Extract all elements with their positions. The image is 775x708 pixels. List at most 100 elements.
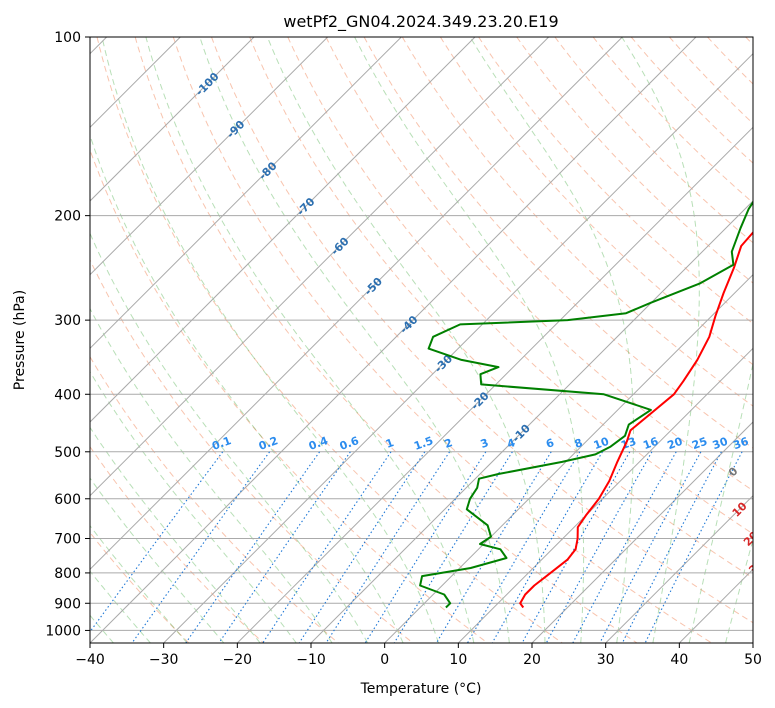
dry-adiabat-line	[90, 148, 488, 643]
plot-frame	[89, 36, 754, 644]
dry-adiabat-line	[90, 531, 190, 643]
mixing-ratio-line	[644, 451, 743, 643]
mixing-ratio-label: 0.6	[338, 434, 361, 453]
mixing-ratio-label: 3	[479, 436, 491, 451]
mixing-ratio-line	[621, 451, 722, 643]
mixing-ratio-label: 0.2	[257, 434, 280, 453]
sounding-profiles	[419, 200, 753, 609]
isotherm-line	[90, 37, 623, 571]
isotherm-line	[384, 273, 753, 643]
moist-adiabat-line	[145, 37, 475, 643]
y-tick-label: 500	[54, 445, 81, 461]
isotherm-line	[90, 37, 550, 497]
dry-adiabat-line	[554, 37, 753, 244]
dry-adiabat-line	[134, 37, 638, 643]
mixing-ratio-label: 0.4	[307, 434, 330, 453]
dry-adiabat-line	[287, 37, 753, 535]
moist-adiabat-line	[725, 538, 753, 643]
y-axis-title: Pressure (hPa)	[12, 290, 28, 390]
mixing-ratio-line	[90, 451, 224, 633]
x-tick-label: −10	[296, 652, 326, 668]
moist-adiabat-line	[90, 133, 404, 643]
moist-adiabat-line	[621, 37, 700, 643]
x-tick-label: −40	[75, 652, 105, 668]
y-tick-label: 400	[54, 387, 81, 403]
moist-adiabat-line	[90, 477, 225, 643]
isotherm-line	[310, 200, 753, 643]
dry-adiabat-line	[516, 37, 753, 284]
isotherm-line	[90, 37, 255, 202]
isotherm-line	[531, 421, 753, 643]
mixing-ratio-line	[521, 451, 631, 643]
mixing-ratio-line	[262, 451, 392, 643]
mixing-ratio-label: 1.5	[412, 434, 435, 453]
mixing-ratio-label: 1	[384, 436, 396, 451]
mixing-ratio-label: 4	[505, 436, 517, 451]
background-reference-lines	[90, 37, 753, 643]
mixing-ratio-line	[218, 451, 351, 643]
dry-adiabat-line	[90, 355, 339, 643]
isotherm-line	[605, 494, 753, 643]
isotherm-line	[163, 52, 753, 643]
moist-adiabat-line	[90, 370, 297, 643]
isotherm-line	[90, 37, 402, 350]
mixing-ratio-line	[298, 451, 426, 643]
moist-adiabat-label: 20	[741, 529, 761, 549]
moist-adiabat-line	[90, 232, 369, 643]
y-tick-label: 200	[54, 209, 81, 225]
temperature-profile-line	[519, 230, 753, 609]
mixing-ratio-label: 16	[641, 435, 660, 453]
y-axis: 100 200 300 400 500 600 700 800 900 1000	[45, 30, 90, 639]
y-tick-label: 900	[54, 596, 81, 612]
moist-adiabat-line	[90, 307, 333, 643]
moist-adiabat-line	[90, 570, 151, 643]
dry-adiabat-line	[439, 37, 753, 366]
x-tick-label: 10	[449, 652, 467, 668]
mixing-ratio-label: 6	[544, 436, 556, 451]
mixing-ratio-line	[545, 451, 653, 643]
mixing-ratio-label: 30	[711, 435, 730, 453]
x-axis-title: Temperature (°C)	[360, 681, 482, 697]
isotherm-line	[90, 37, 329, 276]
x-tick-label: 30	[597, 652, 615, 668]
chart-title: wetPf2_GN04.2024.349.23.20.E19	[283, 12, 558, 32]
x-tick-label: 40	[670, 652, 688, 668]
mixing-ratio-label: 0.1	[210, 434, 233, 453]
dry-adiabat-line	[211, 37, 753, 624]
y-tick-label: 600	[54, 492, 81, 508]
mixing-ratio-label: 25	[690, 435, 709, 452]
mixing-ratio-label: 36	[732, 435, 751, 453]
y-tick-label: 800	[54, 566, 81, 582]
moist-adiabat-line	[90, 426, 261, 643]
dry-adiabat-line	[401, 37, 753, 407]
mixing-ratio-line	[393, 451, 513, 643]
x-tick-label: 0	[380, 652, 389, 668]
dry-adiabat-line	[90, 445, 264, 643]
mixing-ratio-line	[599, 451, 702, 643]
y-tick-label: 300	[54, 313, 81, 329]
x-tick-label: 50	[744, 652, 762, 668]
dry-adiabat-line	[172, 37, 712, 643]
moist-adiabat-line	[90, 524, 188, 643]
y-tick-label: 700	[54, 532, 81, 548]
moist-adiabat-line	[688, 361, 753, 643]
dry-adiabat-line	[592, 37, 753, 204]
moist-adiabat-line	[199, 37, 510, 643]
moist-adiabat-line	[354, 37, 585, 643]
y-tick-label: 1000	[45, 623, 81, 639]
moist-adiabat-label: 30	[746, 556, 766, 576]
x-axis: −40 −30 −20 −10 0 10 20 30 40 50	[75, 643, 762, 668]
mixing-ratio-line	[572, 451, 677, 643]
dewpoint-profile-line	[419, 200, 753, 609]
x-tick-label: −30	[149, 652, 179, 668]
mixing-ratio-line	[185, 451, 321, 643]
isotherm-line	[457, 347, 753, 643]
x-tick-label: −20	[223, 652, 253, 668]
moist-adiabat-line	[101, 37, 439, 643]
isotherm-line	[90, 37, 476, 423]
mixing-ratio-label: 20	[666, 435, 685, 453]
mixing-ratio-label: 8	[573, 436, 585, 451]
x-tick-label: 20	[523, 652, 541, 668]
